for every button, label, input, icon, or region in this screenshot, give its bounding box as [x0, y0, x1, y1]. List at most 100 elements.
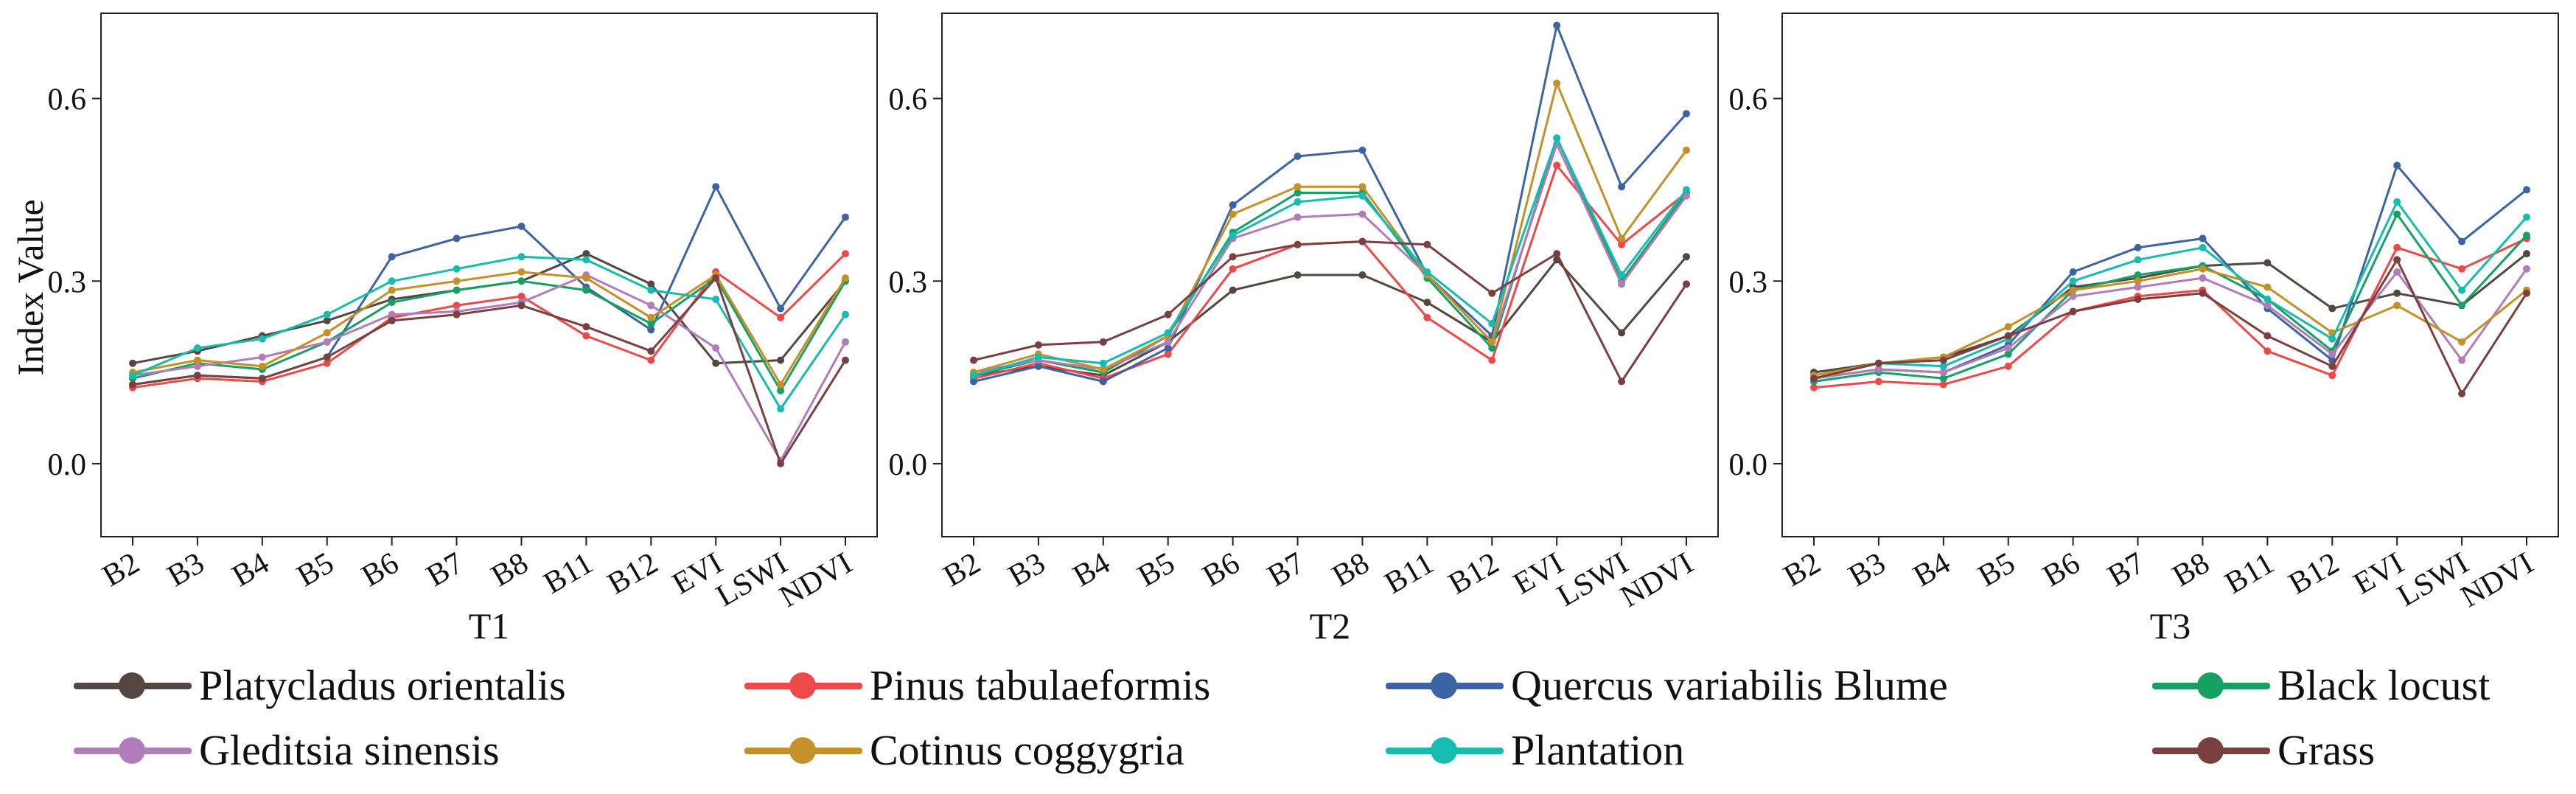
legend-swatch-gleditsia-sinensis [74, 725, 192, 776]
data-point [582, 274, 590, 282]
data-point [193, 356, 201, 364]
data-point [1553, 161, 1561, 170]
series-line [132, 271, 847, 386]
legend-label: Quercus variabilis Blume [1511, 661, 1948, 709]
data-point [1423, 240, 1431, 248]
legend-item-cotinus-coggygria: Cotinus coggygria [744, 725, 1184, 776]
data-point [388, 253, 396, 261]
legend-swatch-platycladus-orientalis [74, 660, 192, 711]
data-point [2004, 323, 2012, 331]
data-point [323, 338, 331, 346]
data-point [1034, 353, 1042, 361]
y-tick-label: 0.6 [889, 83, 928, 117]
data-point [647, 286, 655, 294]
series-line [132, 255, 847, 411]
series-line [1813, 268, 2528, 380]
data-point [647, 326, 655, 334]
data-point [388, 299, 396, 307]
data-point [1294, 198, 1302, 206]
data-point [1488, 289, 1496, 297]
data-point [1034, 341, 1042, 349]
legend-label: Plantation [1511, 726, 1685, 774]
data-point [712, 296, 720, 304]
data-point [453, 265, 461, 273]
data-point [2069, 277, 2077, 285]
data-point [777, 459, 785, 467]
data-point [777, 386, 785, 394]
data-point [517, 253, 526, 261]
x-tick-label: LSWI [2392, 546, 2474, 613]
panel-2: 0.00.30.6B2 B3 B4 B5 B6 B7 B8 B11 B12 EVILSWINDVI… [889, 13, 1719, 647]
x-tick-label: B12 [602, 546, 664, 602]
data-point [842, 213, 849, 221]
x-tick-label: B4 [226, 546, 274, 593]
data-point [842, 338, 849, 346]
data-point [2523, 250, 2530, 258]
data-point [1939, 375, 1947, 383]
data-point [1553, 21, 1561, 29]
data-point [1618, 377, 1626, 386]
data-point [1618, 329, 1626, 337]
x-tick-label: B5 [1972, 546, 2020, 593]
data-point [1618, 280, 1626, 288]
legend-item-black-locust: Black locust [2152, 660, 2490, 711]
series-line [973, 136, 1688, 377]
y-tick-label: 0.0 [1729, 448, 1768, 482]
panel-3: 0.00.30.6B2 B3 B4 B5 B6 B7 B8 B11 B12 EVILSWINDVI… [1729, 13, 2559, 647]
data-point [2458, 302, 2466, 310]
data-point [2523, 231, 2530, 240]
data-point [193, 344, 201, 352]
legend-item-platycladus-orientalis: Platycladus orientalis [74, 660, 566, 711]
plot-frame [941, 13, 1719, 537]
data-point [2458, 338, 2466, 346]
data-point [1034, 362, 1042, 370]
legend-marker [119, 737, 145, 764]
legend-marker [119, 672, 145, 699]
series-gleditsia-sinensis [970, 140, 1690, 377]
data-point [1874, 377, 1882, 386]
legend-marker [789, 672, 816, 699]
y-tick-label: 0.0 [889, 448, 928, 482]
x-tick-label: B11 [2219, 546, 2280, 601]
data-point [1099, 365, 1107, 373]
data-point [2523, 289, 2530, 297]
legend-item-quercus-variabilis-blume: Quercus variabilis Blume [1386, 660, 1948, 711]
data-point [193, 372, 201, 380]
x-tick-label: B2 [1779, 546, 1826, 593]
data-point [2004, 332, 2012, 340]
data-point [2328, 350, 2336, 358]
data-point [1810, 375, 1818, 383]
data-point [2458, 286, 2466, 294]
x-tick-label: B3 [1843, 546, 1891, 593]
legend-swatch-grass [2152, 725, 2270, 776]
x-tick-label: B7 [2102, 546, 2150, 593]
series-line [1813, 201, 2528, 380]
x-tick-label: B6 [2037, 546, 2085, 593]
plot-frame [1781, 13, 2559, 537]
data-point [970, 356, 977, 364]
x-tick-label: B11 [1379, 546, 1439, 601]
series-line [132, 274, 847, 462]
data-point [388, 286, 396, 294]
series-line [973, 256, 1688, 377]
legend-swatch-black-locust [2152, 660, 2270, 711]
data-point [1683, 192, 1690, 200]
x-tick-label: B8 [1327, 546, 1375, 593]
x-tick-label: B2 [97, 546, 145, 593]
data-point [453, 277, 461, 285]
legend-label: Pinus tabulaeformis [870, 661, 1211, 709]
y-axis-label: Index Value [10, 199, 51, 375]
data-point [1939, 380, 1947, 389]
legend-item-grass: Grass [2152, 725, 2375, 776]
data-point [1683, 146, 1690, 154]
data-point [2263, 259, 2272, 267]
x-tick-label: NDVI [2455, 546, 2539, 614]
data-point [1874, 365, 1882, 373]
data-point [2069, 286, 2077, 294]
data-point [1164, 329, 1172, 337]
series-grass [1810, 256, 2530, 397]
data-point [647, 280, 655, 288]
x-tick-label: NDVI [1615, 546, 1699, 614]
data-point [517, 292, 526, 300]
